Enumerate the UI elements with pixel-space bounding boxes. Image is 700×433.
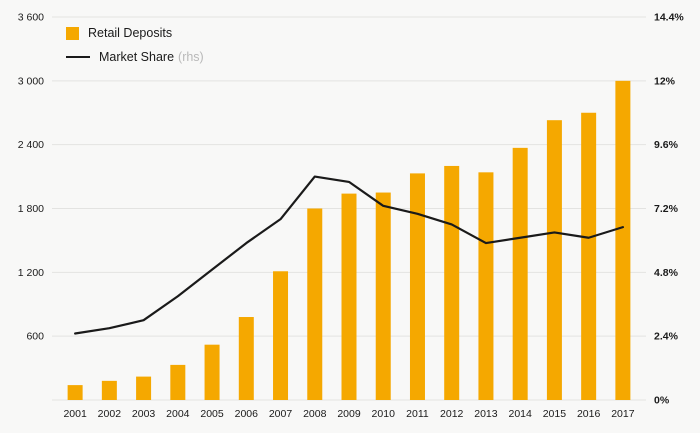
legend-label-retail-deposits: Retail Deposits [88, 26, 173, 40]
svg-text:2007: 2007 [269, 408, 293, 420]
legend-item-retail-deposits: Retail Deposits [66, 26, 204, 40]
svg-text:600: 600 [26, 331, 44, 343]
svg-text:2010: 2010 [372, 408, 396, 420]
svg-text:2006: 2006 [235, 408, 259, 420]
svg-text:2011: 2011 [406, 408, 429, 420]
svg-text:2016: 2016 [577, 408, 601, 420]
svg-text:7.2%: 7.2% [654, 203, 679, 215]
svg-text:2 400: 2 400 [18, 139, 44, 151]
svg-text:3 600: 3 600 [18, 12, 44, 24]
legend-label-market-share: Market Share (rhs) [99, 50, 204, 64]
line-series-swatch-icon [66, 56, 90, 58]
legend-item-market-share: Market Share (rhs) [66, 50, 204, 64]
svg-text:2009: 2009 [337, 408, 361, 420]
svg-text:0%: 0% [654, 395, 670, 407]
svg-text:3 000: 3 000 [18, 75, 44, 87]
svg-text:2017: 2017 [611, 408, 635, 420]
svg-text:2001: 2001 [63, 408, 87, 420]
svg-text:2012: 2012 [440, 408, 464, 420]
svg-text:12%: 12% [654, 75, 676, 87]
chart-legend: Retail Deposits Market Share (rhs) [66, 26, 204, 64]
svg-text:9.6%: 9.6% [654, 139, 679, 151]
bar-series-swatch-icon [66, 26, 79, 40]
svg-text:2013: 2013 [474, 408, 498, 420]
svg-text:2014: 2014 [508, 408, 532, 420]
svg-text:1 800: 1 800 [18, 203, 44, 215]
svg-text:2004: 2004 [166, 408, 190, 420]
svg-text:2015: 2015 [543, 408, 567, 420]
svg-text:1 200: 1 200 [18, 267, 44, 279]
svg-text:14.4%: 14.4% [654, 12, 684, 24]
svg-text:2008: 2008 [303, 408, 327, 420]
svg-text:2002: 2002 [98, 408, 122, 420]
svg-text:2005: 2005 [200, 408, 224, 420]
legend-rhs-suffix: (rhs) [178, 50, 204, 64]
svg-text:2003: 2003 [132, 408, 156, 420]
svg-text:2.4%: 2.4% [654, 331, 679, 343]
svg-text:4.8%: 4.8% [654, 267, 679, 279]
